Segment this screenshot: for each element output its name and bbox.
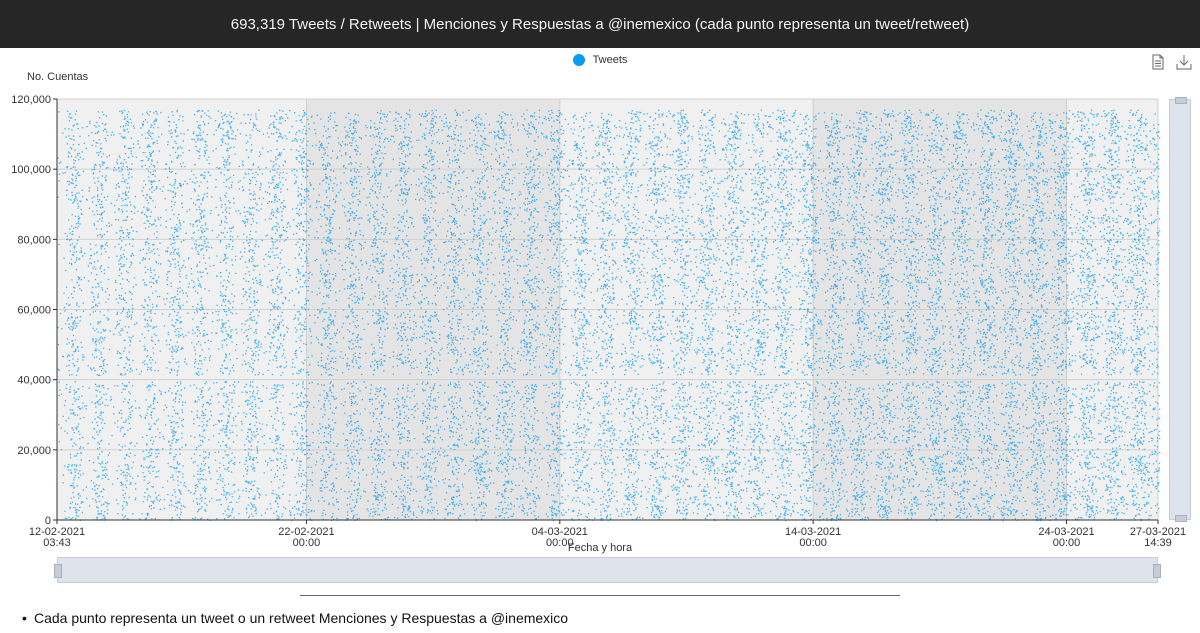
x-tick-label-time: 00:00 bbox=[799, 537, 827, 549]
y-tick-label: 100,000 bbox=[11, 164, 51, 176]
chart-title: 693,319 Tweets / Retweets | Menciones y … bbox=[0, 0, 1200, 48]
x-tick-label-date: 12-02-2021 bbox=[29, 526, 85, 538]
footnote: Cada punto representa un tweet o un retw… bbox=[22, 610, 568, 626]
divider bbox=[300, 595, 900, 596]
legend[interactable]: Tweets bbox=[0, 51, 1200, 69]
x-tick-label-date: 04-03-2021 bbox=[532, 526, 588, 538]
legend-marker-tweets[interactable] bbox=[572, 54, 585, 66]
y-tick-label: 0 bbox=[45, 515, 51, 527]
x-tick-label-date: 24-03-2021 bbox=[1038, 526, 1094, 538]
x-axis-title: Fecha y hora bbox=[567, 542, 633, 554]
y-zoom-slider[interactable] bbox=[1169, 97, 1191, 522]
x-zoom-slider[interactable] bbox=[54, 557, 1161, 583]
x-tick-label-date: 22-02-2021 bbox=[278, 526, 334, 538]
x-zoom-start-handle[interactable] bbox=[54, 564, 62, 578]
x-tick-label-time: 00:00 bbox=[293, 537, 321, 549]
y-tick-label: 80,000 bbox=[17, 234, 51, 246]
y-zoom-bottom-handle[interactable] bbox=[1175, 515, 1187, 522]
legend-label-tweets[interactable]: Tweets bbox=[592, 54, 628, 66]
y-tick-label: 60,000 bbox=[17, 305, 51, 317]
y-tick-label: 120,000 bbox=[11, 94, 51, 106]
x-tick-label-time: 00:00 bbox=[1053, 537, 1081, 549]
y-axis: 0 20,000 40,000 60,000 80,000 100,000 120,000 bbox=[11, 94, 58, 527]
x-tick-label-time: 03:43 bbox=[43, 537, 71, 549]
x-axis: 12-02-202103:4322-02-202100:0004-03-2021… bbox=[29, 519, 1186, 549]
chart-title-text: 693,319 Tweets / Retweets | Menciones y … bbox=[230, 15, 970, 33]
footnote-item: Cada punto representa un tweet o un retw… bbox=[34, 610, 568, 626]
y-axis-title: No. Cuentas bbox=[27, 71, 89, 83]
data-points bbox=[57, 109, 1161, 522]
y-zoom-top-handle[interactable] bbox=[1175, 97, 1187, 104]
tweets-point-cloud[interactable] bbox=[57, 109, 1161, 522]
document-icon[interactable] bbox=[1150, 54, 1166, 70]
y-tick-label: 20,000 bbox=[17, 445, 51, 457]
x-zoom-end-handle[interactable] bbox=[1153, 564, 1161, 578]
download-icon[interactable] bbox=[1176, 54, 1192, 70]
chart-toolbox bbox=[1150, 54, 1192, 70]
x-tick-label-date: 14-03-2021 bbox=[785, 526, 841, 538]
x-tick-label-time: 00:00 bbox=[546, 537, 574, 549]
x-tick-label-time: 14:39 bbox=[1144, 537, 1172, 549]
x-tick-label-date: 27-03-2021 bbox=[1130, 526, 1186, 538]
y-tick-label: 40,000 bbox=[17, 375, 51, 387]
